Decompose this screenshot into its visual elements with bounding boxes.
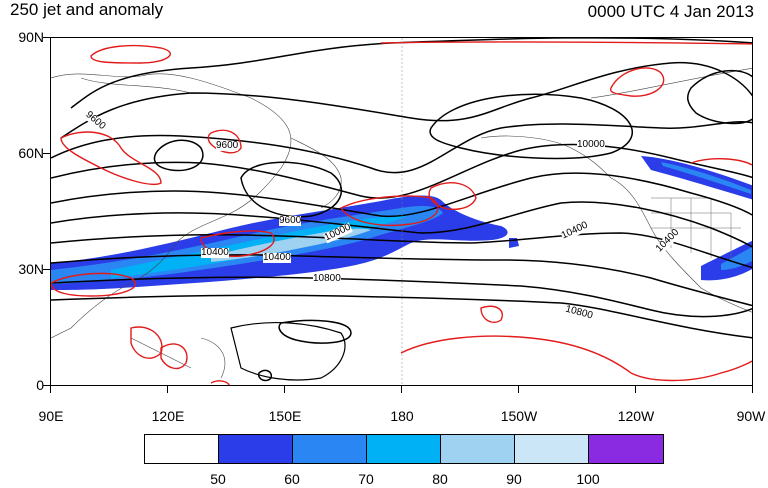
height-contour-tropical-small: [258, 369, 273, 382]
height-contour-low-siberia: [153, 139, 204, 172]
lon-label-150w: 150W: [500, 408, 538, 424]
lon-label-120e: 120E: [151, 408, 185, 424]
axis-tick: [401, 386, 402, 393]
colorbar-label: 50: [210, 471, 226, 487]
height-contour: [70, 38, 752, 109]
contour-label: 9600: [279, 215, 302, 226]
axis-tick: [50, 386, 51, 393]
axis-tick: [635, 386, 636, 393]
contour-label: 10400: [201, 247, 229, 258]
anomaly-contour: [160, 343, 188, 370]
height-contours: [51, 38, 752, 382]
map-title: 250 jet and anomaly: [10, 0, 164, 19]
lon-label-150e: 150E: [268, 408, 302, 424]
jet-band-east-pacific: [641, 156, 752, 200]
axis-tick: [43, 269, 50, 270]
anomaly-contour: [380, 41, 752, 45]
axis-tick: [518, 386, 519, 393]
coastline-australia: [230, 321, 346, 381]
height-contour: [51, 254, 752, 307]
height-contour: [51, 276, 752, 318]
anomaly-contour: [609, 67, 665, 97]
anomaly-contour: [60, 131, 162, 185]
colorbar-box: [293, 435, 367, 463]
coastline-alaska: [480, 135, 612, 179]
coastline-north-america: [610, 177, 752, 313]
height-contour: [51, 201, 752, 248]
colorbar-label: 60: [284, 471, 300, 487]
height-contour: [51, 294, 752, 339]
colorbar-box: [441, 435, 515, 463]
height-contour-low-okhotsk: [240, 161, 343, 218]
colorbar-label: 100: [576, 471, 600, 487]
colorbar: [144, 434, 664, 464]
lon-label-90e: 90E: [38, 408, 64, 424]
lat-label-90n: 90N: [18, 29, 44, 45]
lat-label-eq: 0: [36, 377, 44, 393]
lon-label-90w: 90W: [736, 408, 766, 424]
coastline-arctic: [80, 68, 752, 99]
anomaly-contour: [339, 195, 439, 227]
height-contour-tropical: [278, 319, 352, 344]
colorbar-label: 70: [358, 471, 374, 487]
anomaly-contour: [210, 380, 230, 385]
height-contour: [51, 232, 752, 269]
lon-label-180: 180: [390, 408, 414, 424]
anomaly-contour: [480, 305, 503, 324]
axis-tick: [284, 386, 285, 393]
axis-tick: [167, 386, 168, 393]
colorbar-box: [219, 435, 293, 463]
anomaly-contour: [130, 326, 163, 359]
anomaly-contour: [428, 182, 477, 210]
colorbar-label: 90: [506, 471, 522, 487]
height-contour: [60, 61, 752, 139]
jet-band-east-pacific-core: [661, 162, 751, 194]
anomaly-contour: [51, 272, 137, 297]
lat-label-60n: 60N: [18, 145, 44, 161]
colorbar-box: [515, 435, 589, 463]
colorbar-box: [367, 435, 441, 463]
anomaly-contour: [90, 44, 171, 64]
contour-label: 10800: [313, 273, 341, 284]
anomaly-contour: [690, 158, 752, 166]
axis-tick: [43, 37, 50, 38]
anomaly-contours: [51, 41, 752, 385]
height-contour: [51, 121, 752, 174]
axis-tick: [752, 386, 753, 393]
lat-label-30n: 30N: [18, 261, 44, 277]
map-timestamp: 0000 UTC 4 Jan 2013: [587, 2, 754, 21]
anomaly-contour: [207, 129, 242, 154]
colorbar-box: [589, 435, 663, 463]
height-contour-low-north-america: [686, 69, 752, 125]
lon-label-120w: 120W: [617, 408, 655, 424]
colorbar-box: [145, 435, 219, 463]
axis-tick: [43, 385, 50, 386]
height-contour: [51, 143, 752, 199]
contour-label: 10000: [577, 139, 605, 150]
map-canvas: [51, 38, 752, 385]
height-contour-high-north-pacific: [429, 93, 633, 160]
coastline-kamchatka: [290, 137, 342, 209]
axis-tick: [43, 153, 50, 154]
jet-band-americas-core: [721, 247, 752, 270]
jet-band-americas: [701, 240, 752, 281]
contour-label: 10400: [263, 252, 291, 263]
contour-label: 9600: [216, 140, 239, 151]
anomaly-contour: [400, 335, 752, 382]
us-states-grid: [651, 197, 741, 263]
height-contour: [51, 172, 752, 218]
coastline-asia: [51, 73, 292, 339]
map-panel: 9600 9600 9600 10000 10000 10400 10400 1…: [50, 37, 753, 386]
colorbar-label: 80: [432, 471, 448, 487]
